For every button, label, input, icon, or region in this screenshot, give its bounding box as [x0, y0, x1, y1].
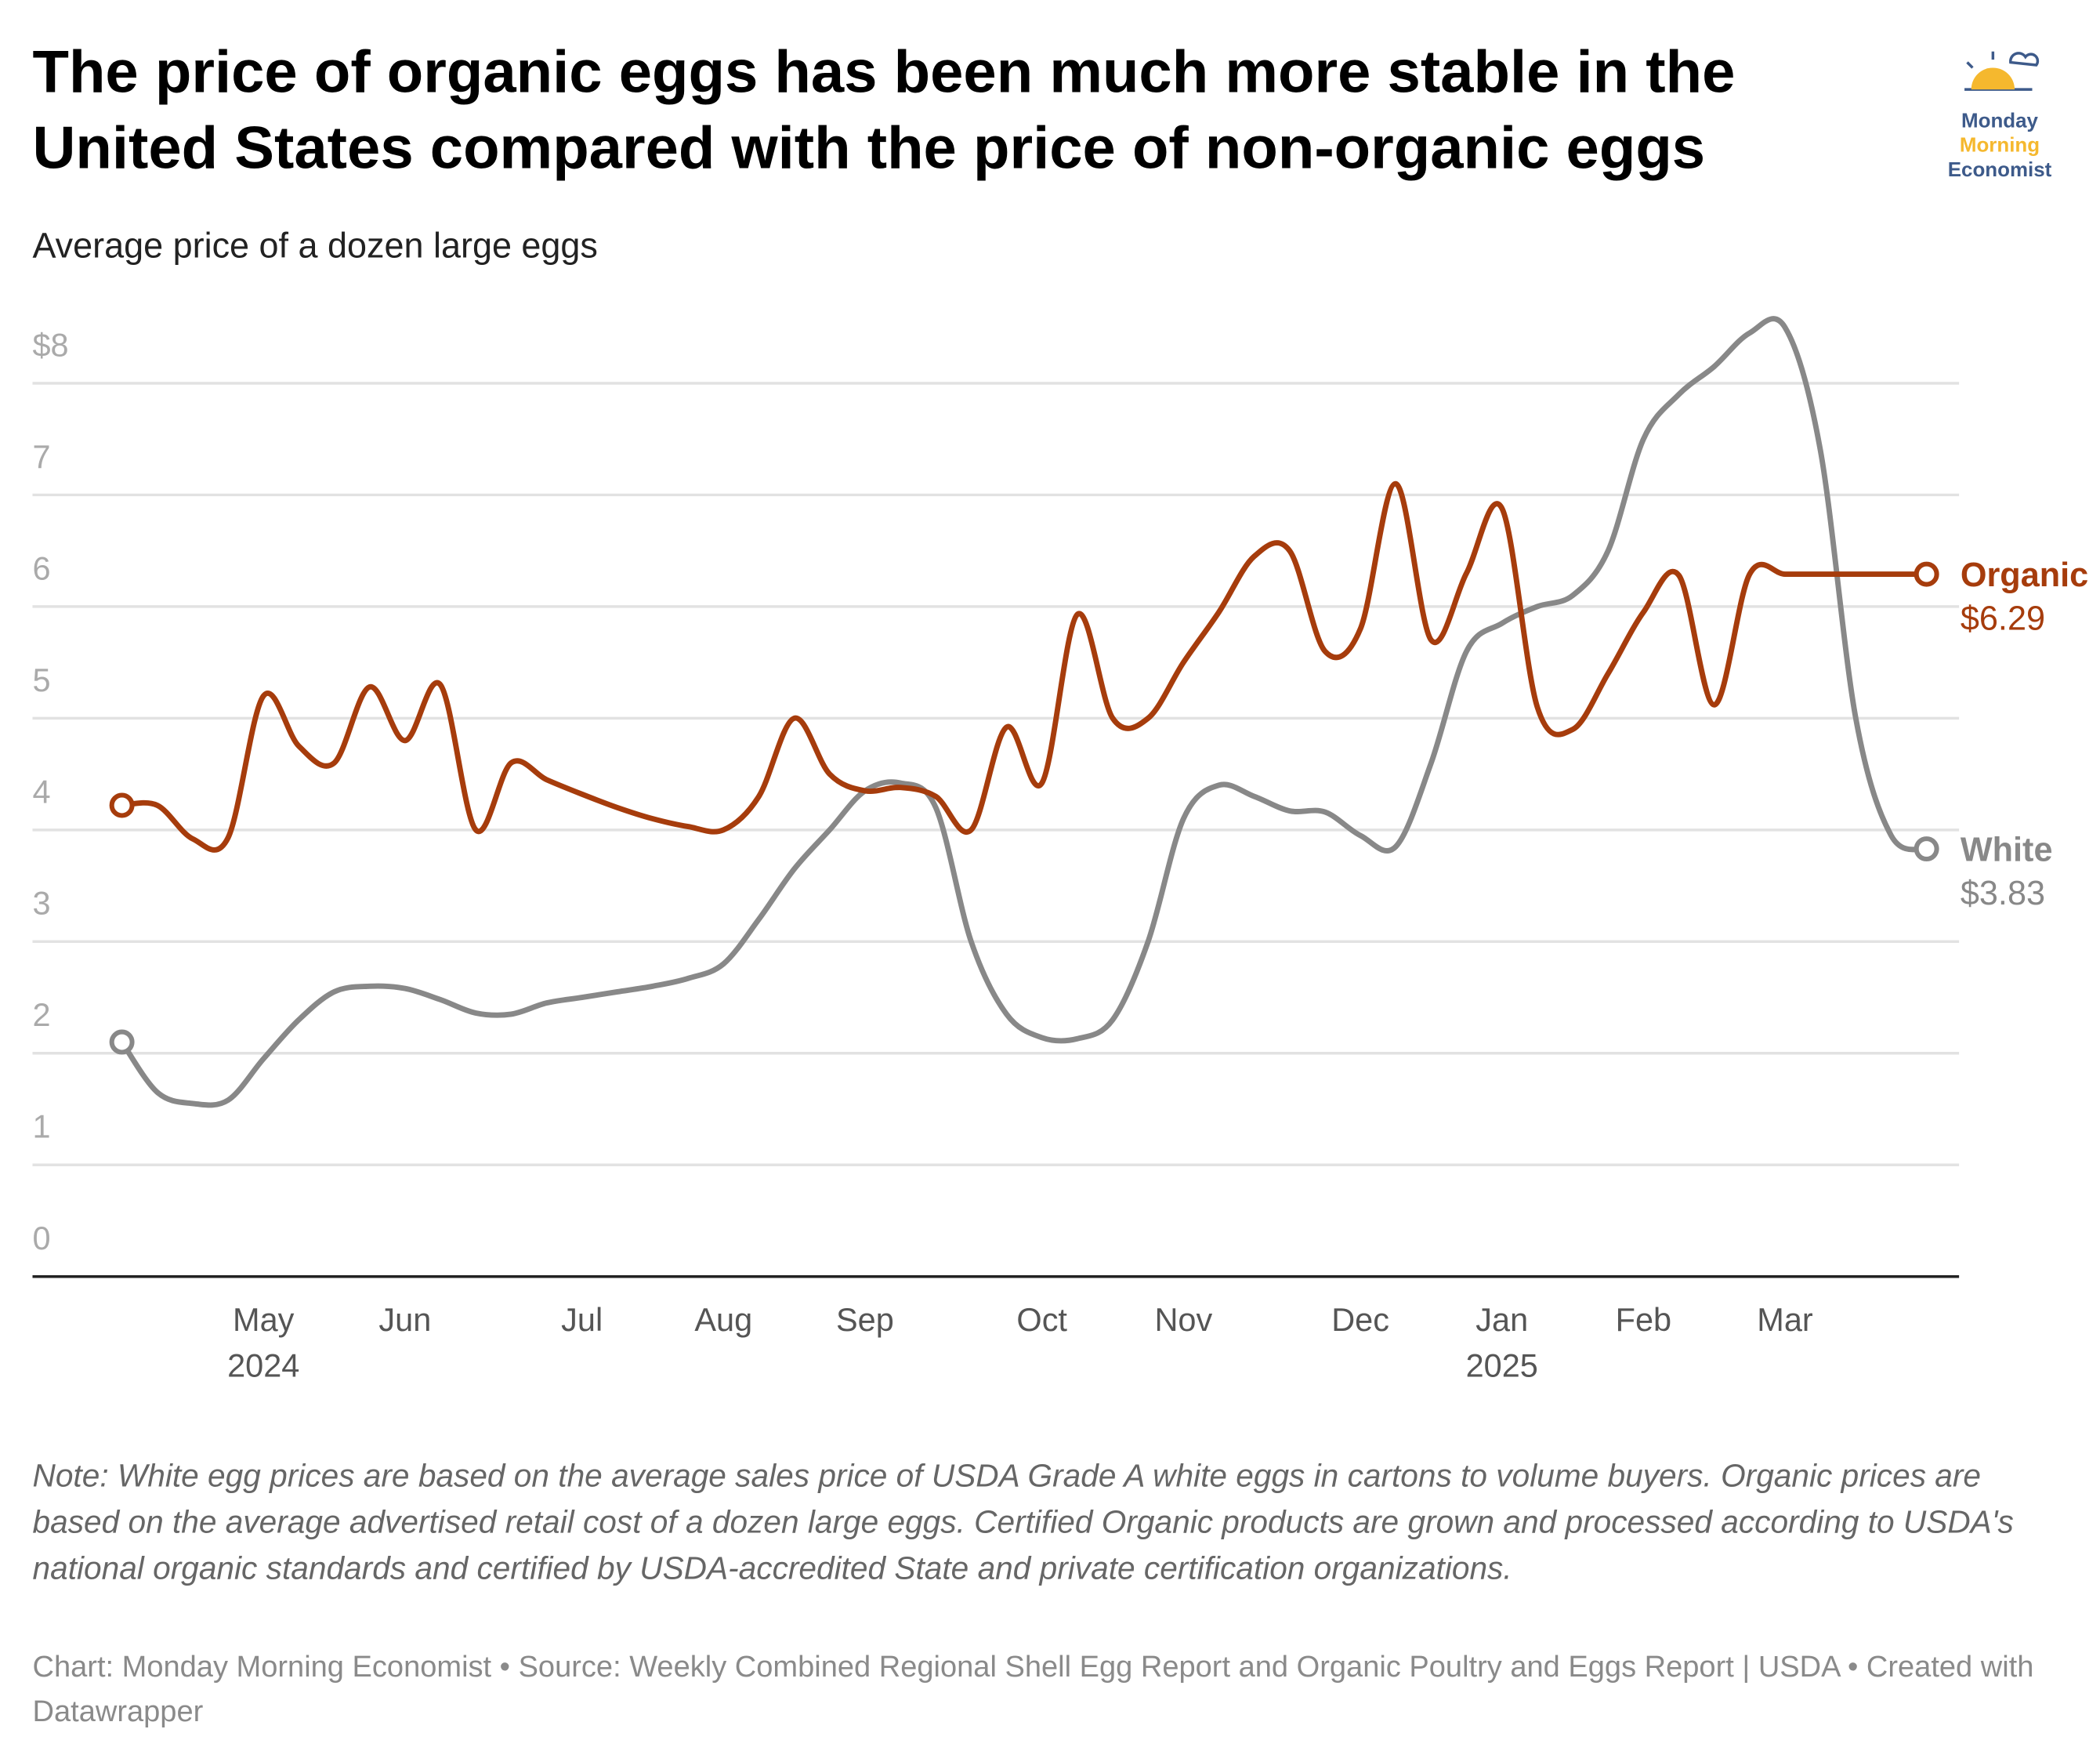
end-point [1914, 561, 1939, 587]
y-tick-label: 6 [32, 549, 50, 586]
series-label: White [1961, 832, 2053, 869]
y-tick-label: $8 [32, 326, 68, 363]
y-tick-label: 2 [32, 996, 50, 1033]
note: Note: White egg prices are based on the … [32, 1458, 2014, 1586]
logo-text: Monday [1961, 111, 2039, 132]
x-tick-label: Nov [1154, 1301, 1212, 1338]
end-point [1914, 836, 1939, 862]
x-tick-label: Jan 2025 [1466, 1301, 1538, 1384]
source: Chart: Monday Morning Economist • Source… [32, 1649, 2034, 1728]
value-label: $3.83 [1961, 875, 2045, 912]
x-tick-label: Feb [1616, 1301, 1671, 1338]
value-label: $6.29 [1961, 600, 2045, 637]
logo-text: Morning [1960, 135, 2040, 157]
y-tick-label: 3 [32, 885, 50, 922]
y-tick-label: 5 [32, 662, 50, 698]
x-tick-label: Sep [836, 1301, 894, 1338]
series-line [119, 316, 1928, 1108]
x-tick-label: Mar [1757, 1301, 1813, 1338]
y-tick-label: 1 [32, 1108, 50, 1145]
x-tick-label: May 2024 [227, 1301, 299, 1384]
y-tick-label: 7 [32, 438, 50, 475]
series-label: Organic [1961, 556, 2088, 594]
end-point [109, 1029, 135, 1055]
logo: Monday Morning Economist [1948, 51, 2052, 181]
end-point [109, 792, 135, 818]
x-tick-label: Jun [378, 1301, 431, 1338]
x-tick-label: Aug [694, 1301, 752, 1338]
x-tick-label: Jul [561, 1301, 603, 1338]
y-tick-label: 4 [32, 773, 50, 810]
chart-subtitle: Average price of a dozen large eggs [32, 225, 598, 266]
chart: Monday Morning Economist 0 1 2 3 4 5 6 7 $8 May 20… [32, 51, 2088, 1384]
chart-title: The price of organic eggs has been much … [32, 39, 1736, 182]
x-tick-label: Dec [1331, 1301, 1389, 1338]
x-tick-label: Oct [1016, 1301, 1067, 1338]
series-line [121, 480, 1927, 853]
y-tick-label: 0 [32, 1220, 50, 1256]
logo-text: Economist [1948, 159, 2052, 181]
